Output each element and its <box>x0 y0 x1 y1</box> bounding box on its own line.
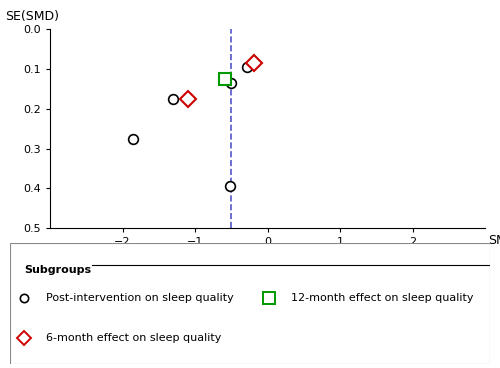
Text: 6-month effect on sleep quality: 6-month effect on sleep quality <box>46 333 222 343</box>
Text: Post-intervention on sleep quality: Post-intervention on sleep quality <box>46 293 234 302</box>
FancyBboxPatch shape <box>10 243 490 364</box>
X-axis label: SMD: SMD <box>488 234 500 247</box>
Y-axis label: SE(SMD): SE(SMD) <box>6 10 60 24</box>
Text: 12-month effect on sleep quality: 12-month effect on sleep quality <box>291 293 474 302</box>
Text: Subgroups: Subgroups <box>24 265 92 275</box>
